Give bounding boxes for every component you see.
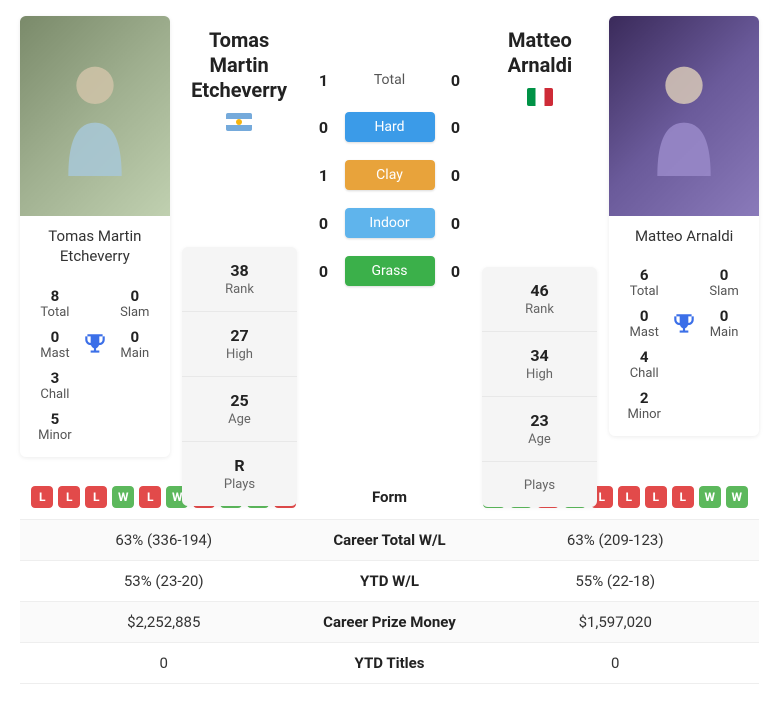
form-result: L [31, 486, 53, 508]
surface-clay[interactable]: Clay [345, 160, 435, 190]
h2h-grass-right: 0 [441, 262, 471, 281]
player-right-photo [609, 16, 759, 216]
h2h-center: 1 Total 0 0 Hard 0 1 Clay 0 0 Indoor 0 0… [309, 16, 471, 304]
player-left-titles: 8Total 0Slam 0Mast 0Main 3Chall 5Minor [20, 281, 170, 457]
player-right-titles: 6Total 0Slam 0Mast 0Main 4Chall 2Minor [609, 260, 759, 436]
player-right-stats: 46Rank 34High 23Age Plays [482, 267, 597, 507]
form-result: L [672, 486, 694, 508]
player-right-title: Matteo Arnaldi [483, 28, 598, 78]
prize-left: $2,252,885 [28, 613, 300, 631]
row-label-ytd-titles: YTD Titles [300, 654, 480, 672]
row-label-form: Form [300, 488, 480, 506]
h2h-indoor-right: 0 [441, 214, 471, 233]
h2h-total-label: Total [345, 66, 435, 94]
h2h-hard-left: 0 [309, 118, 339, 137]
player-left-title: Tomas Martin Etcheverry [182, 28, 297, 103]
form-result: L [85, 486, 107, 508]
trophy-icon [669, 266, 699, 381]
h2h-grass-left: 0 [309, 262, 339, 281]
form-result: W [112, 486, 134, 508]
player-right-name: Matteo Arnaldi [609, 216, 759, 260]
comparison-table: LLLWLWLWWL Form WWLWLLLLWW 63% (336-194)… [20, 475, 759, 684]
career-wl-right: 63% (209-123) [480, 531, 752, 549]
career-wl-left: 63% (336-194) [28, 531, 300, 549]
form-result: L [139, 486, 161, 508]
ytd-wl-left: 53% (23-20) [28, 572, 300, 590]
h2h-clay-right: 0 [441, 166, 471, 185]
form-result: L [645, 486, 667, 508]
surface-indoor[interactable]: Indoor [345, 208, 435, 238]
player-left-card: Tomas Martin Etcheverry 8Total 0Slam 0Ma… [20, 16, 170, 457]
h2h-clay-left: 1 [309, 166, 339, 185]
flag-italy-icon [527, 88, 553, 106]
comparison-header: Tomas Martin Etcheverry 8Total 0Slam 0Ma… [20, 16, 759, 457]
prize-right: $1,597,020 [480, 613, 752, 631]
player-left-photo [20, 16, 170, 216]
trophy-icon [80, 287, 110, 402]
surface-hard[interactable]: Hard [345, 112, 435, 142]
flag-argentina-icon [226, 113, 252, 131]
player-left-name: Tomas Martin Etcheverry [20, 216, 170, 281]
form-result: W [726, 486, 748, 508]
form-result: L [618, 486, 640, 508]
form-result: W [699, 486, 721, 508]
h2h-total-right: 0 [441, 71, 471, 90]
h2h-total-left: 1 [309, 71, 339, 90]
form-result: L [58, 486, 80, 508]
h2h-hard-right: 0 [441, 118, 471, 137]
row-label-prize: Career Prize Money [300, 613, 480, 631]
row-label-career-wl: Career Total W/L [300, 531, 480, 549]
h2h-indoor-left: 0 [309, 214, 339, 233]
player-left-header: Tomas Martin Etcheverry [182, 16, 297, 135]
player-right-card: Matteo Arnaldi 6Total 0Slam 0Mast 0Main … [609, 16, 759, 436]
ytd-titles-left: 0 [28, 654, 300, 672]
ytd-titles-right: 0 [480, 654, 752, 672]
row-label-ytd-wl: YTD W/L [300, 572, 480, 590]
surface-grass[interactable]: Grass [345, 256, 435, 286]
ytd-wl-right: 55% (22-18) [480, 572, 752, 590]
player-left-stats: 38Rank 27High 25Age RPlays [182, 247, 297, 506]
player-right-header: Matteo Arnaldi [483, 16, 598, 110]
